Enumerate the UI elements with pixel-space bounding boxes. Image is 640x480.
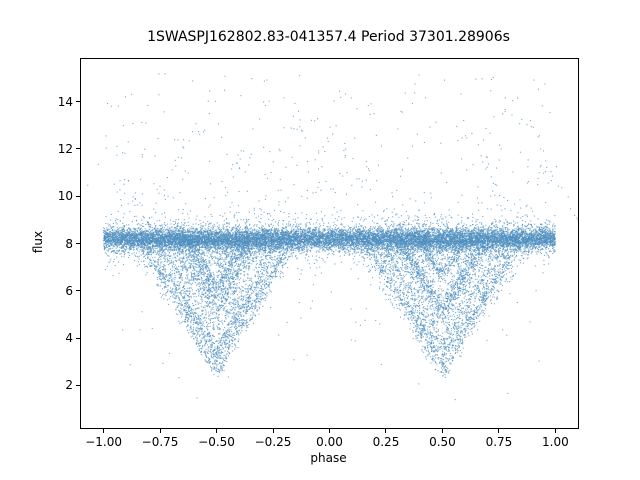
x-tick-mark xyxy=(385,429,387,433)
x-tick-mark xyxy=(441,429,443,433)
scatter-points-canvas xyxy=(81,59,578,428)
x-tick-mark xyxy=(329,429,330,433)
y-tick-mark xyxy=(76,101,80,103)
plot-area xyxy=(80,58,579,429)
y-tick-label: 12 xyxy=(57,141,73,156)
x-tick-label: −0.75 xyxy=(141,435,179,449)
x-tick-label: −0.50 xyxy=(198,435,235,449)
x-tick-label: 1.00 xyxy=(542,435,569,449)
y-tick-label: 4 xyxy=(65,331,73,346)
y-tick-mark xyxy=(76,290,80,292)
y-tick-mark xyxy=(76,243,80,244)
x-tick-label: −1.00 xyxy=(85,435,122,449)
y-tick-label: 6 xyxy=(65,283,73,298)
y-tick-label: 10 xyxy=(57,189,73,204)
y-tick-label: 14 xyxy=(57,94,73,109)
x-tick-label: 0.25 xyxy=(372,435,400,449)
y-tick-label: 2 xyxy=(65,378,73,393)
x-tick-label: 0.75 xyxy=(485,435,513,449)
x-tick-label: 0.50 xyxy=(429,435,456,449)
x-axis-label: phase xyxy=(310,451,347,465)
x-tick-label: −0.25 xyxy=(254,435,292,449)
chart-title: 1SWASPJ162802.83-041357.4 Period 37301.2… xyxy=(147,29,510,45)
y-tick-mark xyxy=(76,148,80,150)
x-tick-mark xyxy=(554,429,556,433)
x-tick-mark xyxy=(272,429,274,433)
y-tick-mark xyxy=(76,195,80,197)
x-tick-label: 0.00 xyxy=(316,435,343,449)
y-tick-mark xyxy=(76,337,80,339)
y-tick-label: 8 xyxy=(65,236,73,251)
x-tick-mark xyxy=(216,429,218,433)
y-tick-mark xyxy=(76,384,80,386)
x-tick-mark xyxy=(498,429,500,433)
x-tick-mark xyxy=(103,429,105,433)
x-tick-mark xyxy=(159,429,161,433)
